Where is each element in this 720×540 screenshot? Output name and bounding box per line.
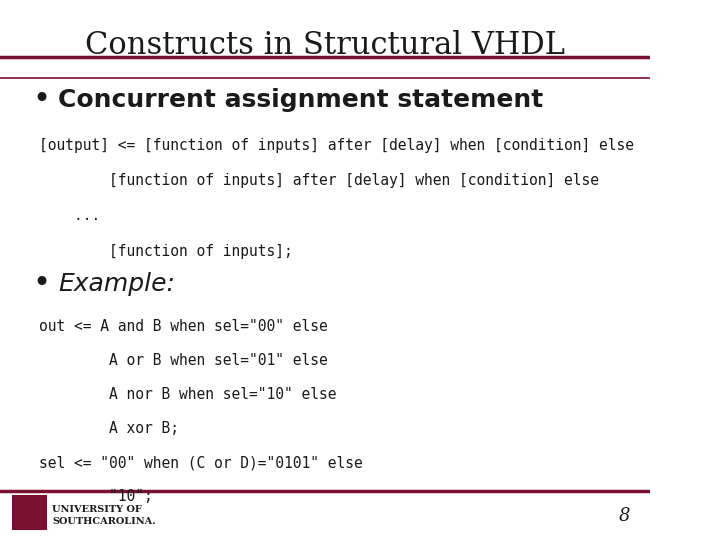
Text: •: •	[32, 269, 50, 298]
Text: Constructs in Structural VHDL: Constructs in Structural VHDL	[85, 30, 564, 62]
Text: A or B when sel="01" else: A or B when sel="01" else	[39, 353, 328, 368]
Text: sel <= "00" when (C or D)="0101" else: sel <= "00" when (C or D)="0101" else	[39, 455, 363, 470]
Text: Concurrent assignment statement: Concurrent assignment statement	[58, 88, 544, 112]
Text: •: •	[32, 85, 50, 114]
Text: out <= A and B when sel="00" else: out <= A and B when sel="00" else	[39, 319, 328, 334]
Text: [output] <= [function of inputs] after [delay] when [condition] else: [output] <= [function of inputs] after […	[39, 138, 634, 153]
Text: 8: 8	[618, 507, 630, 525]
Text: "10";: "10";	[39, 489, 153, 504]
Text: A xor B;: A xor B;	[39, 421, 179, 436]
Text: A nor B when sel="10" else: A nor B when sel="10" else	[39, 387, 336, 402]
Text: UNIVERSITY OF
SOUTHCAROLINA.: UNIVERSITY OF SOUTHCAROLINA.	[52, 505, 156, 526]
Text: ...: ...	[39, 208, 100, 224]
Text: Example:: Example:	[58, 272, 176, 295]
Text: [function of inputs];: [function of inputs];	[39, 244, 293, 259]
Text: [function of inputs] after [delay] when [condition] else: [function of inputs] after [delay] when …	[39, 173, 599, 188]
FancyBboxPatch shape	[12, 495, 48, 530]
